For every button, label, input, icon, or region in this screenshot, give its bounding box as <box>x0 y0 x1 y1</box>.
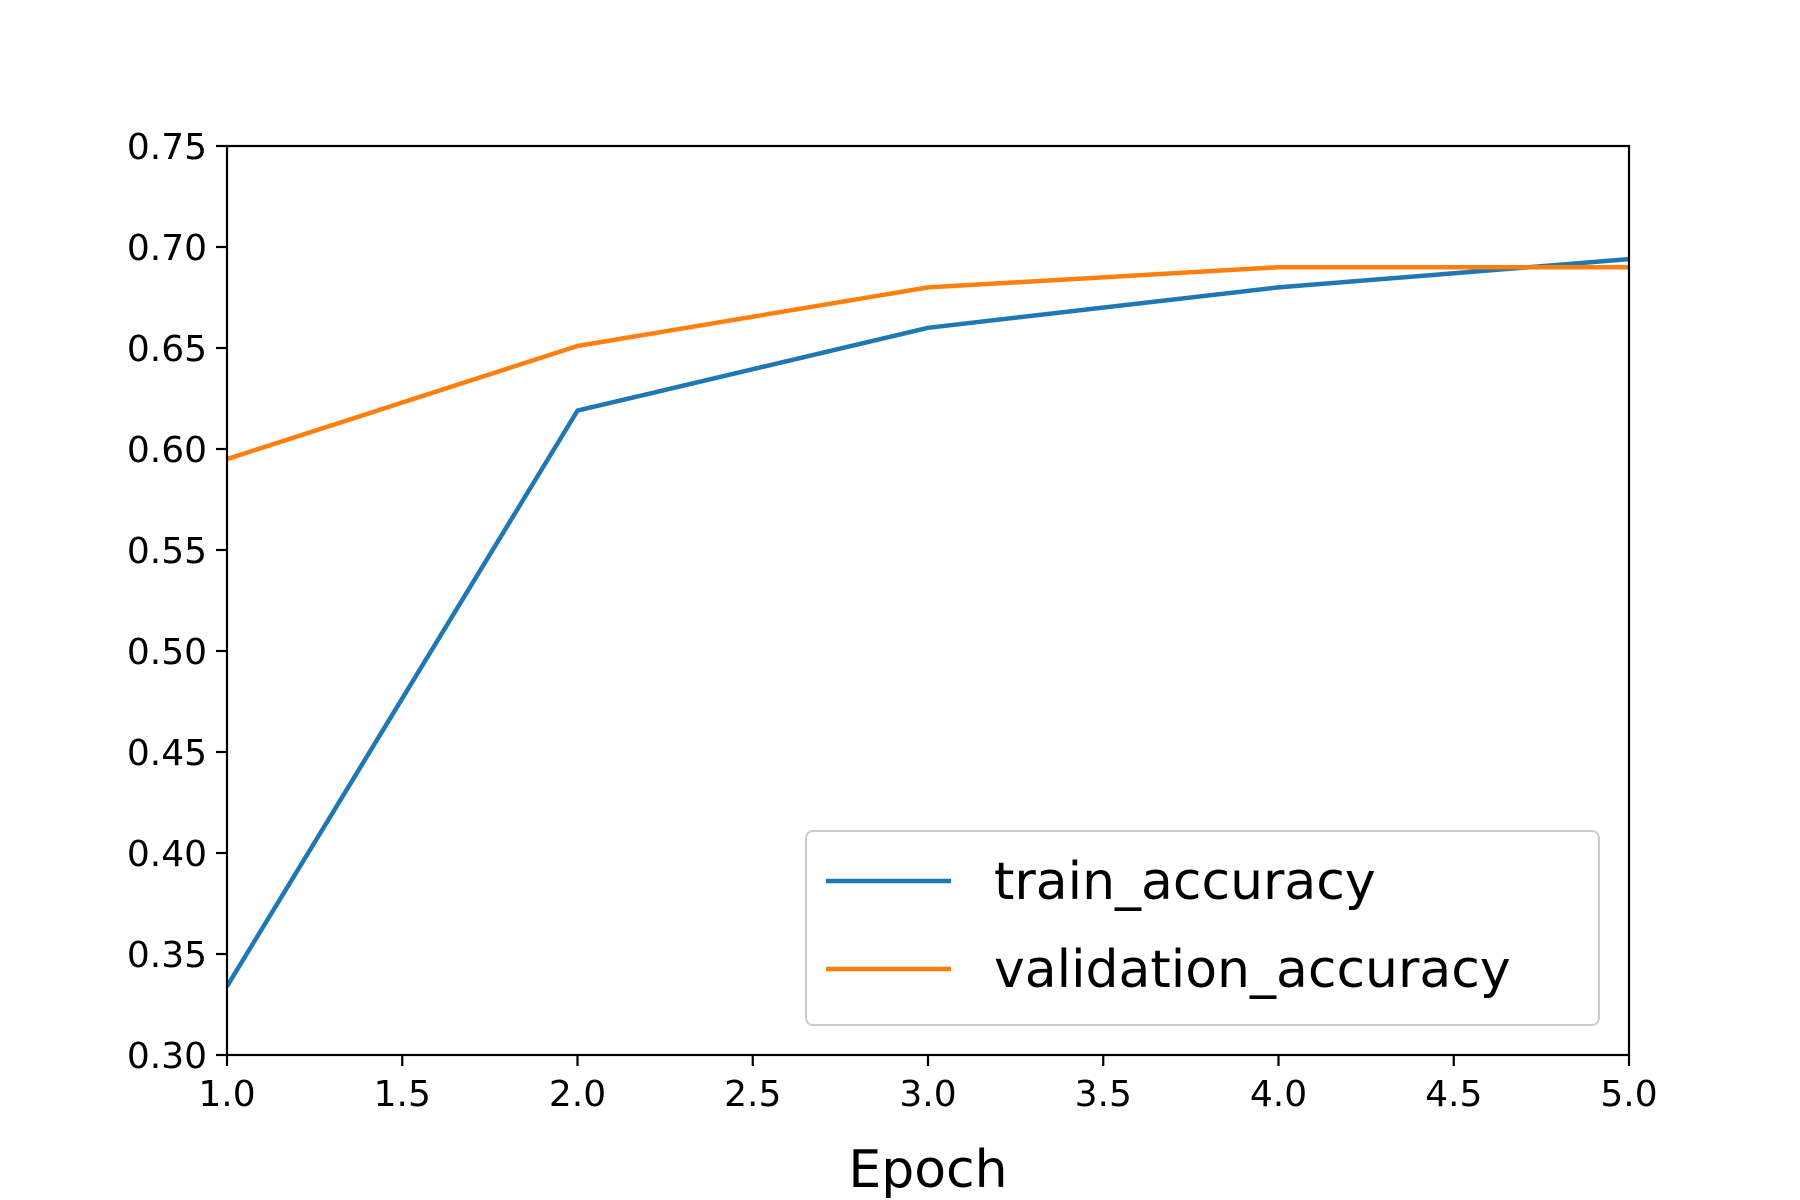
plot-layer <box>227 256 1629 988</box>
y-tick-label: 0.40 <box>127 834 207 875</box>
y-tick-label: 0.35 <box>127 935 207 976</box>
x-tick-label: 3.5 <box>1075 1074 1132 1115</box>
x-tick-label: 1.0 <box>198 1074 255 1115</box>
x-tick-label: 5.0 <box>1600 1074 1657 1115</box>
y-tick-label: 0.70 <box>127 228 207 269</box>
x-tick-label: 3.0 <box>899 1074 956 1115</box>
legend-label-train-accuracy: train_accuracy <box>994 852 1376 912</box>
y-tick-label: 0.60 <box>127 430 207 471</box>
y-tick-label: 0.30 <box>127 1036 207 1077</box>
x-axis-label: Epoch <box>848 1140 1007 1200</box>
y-tick-label: 0.75 <box>127 127 207 168</box>
y-tick-label: 0.65 <box>127 329 207 370</box>
series-line-validation-accuracy <box>227 264 1629 462</box>
x-tick-label: 2.5 <box>724 1074 781 1115</box>
axis-layer: 1.0 1.5 2.0 2.5 3.0 3.5 4.0 4.5 5.0 0.30 0.35 0.40 0… <box>127 127 1658 1115</box>
y-tick-label: 0.45 <box>127 733 207 774</box>
y-tick-label: 0.55 <box>127 531 207 572</box>
x-tick-label: 2.0 <box>549 1074 606 1115</box>
legend: train_accuracy validation_accuracy <box>805 830 1600 1026</box>
series-line-train-accuracy <box>227 256 1629 988</box>
y-tick-label: 0.50 <box>127 632 207 673</box>
x-tick-label: 1.5 <box>374 1074 431 1115</box>
x-tick-label: 4.5 <box>1425 1074 1482 1115</box>
legend-label-validation-accuracy: validation_accuracy <box>994 940 1511 1000</box>
x-tick-label: 4.0 <box>1250 1074 1307 1115</box>
legend-box <box>805 830 1600 1026</box>
